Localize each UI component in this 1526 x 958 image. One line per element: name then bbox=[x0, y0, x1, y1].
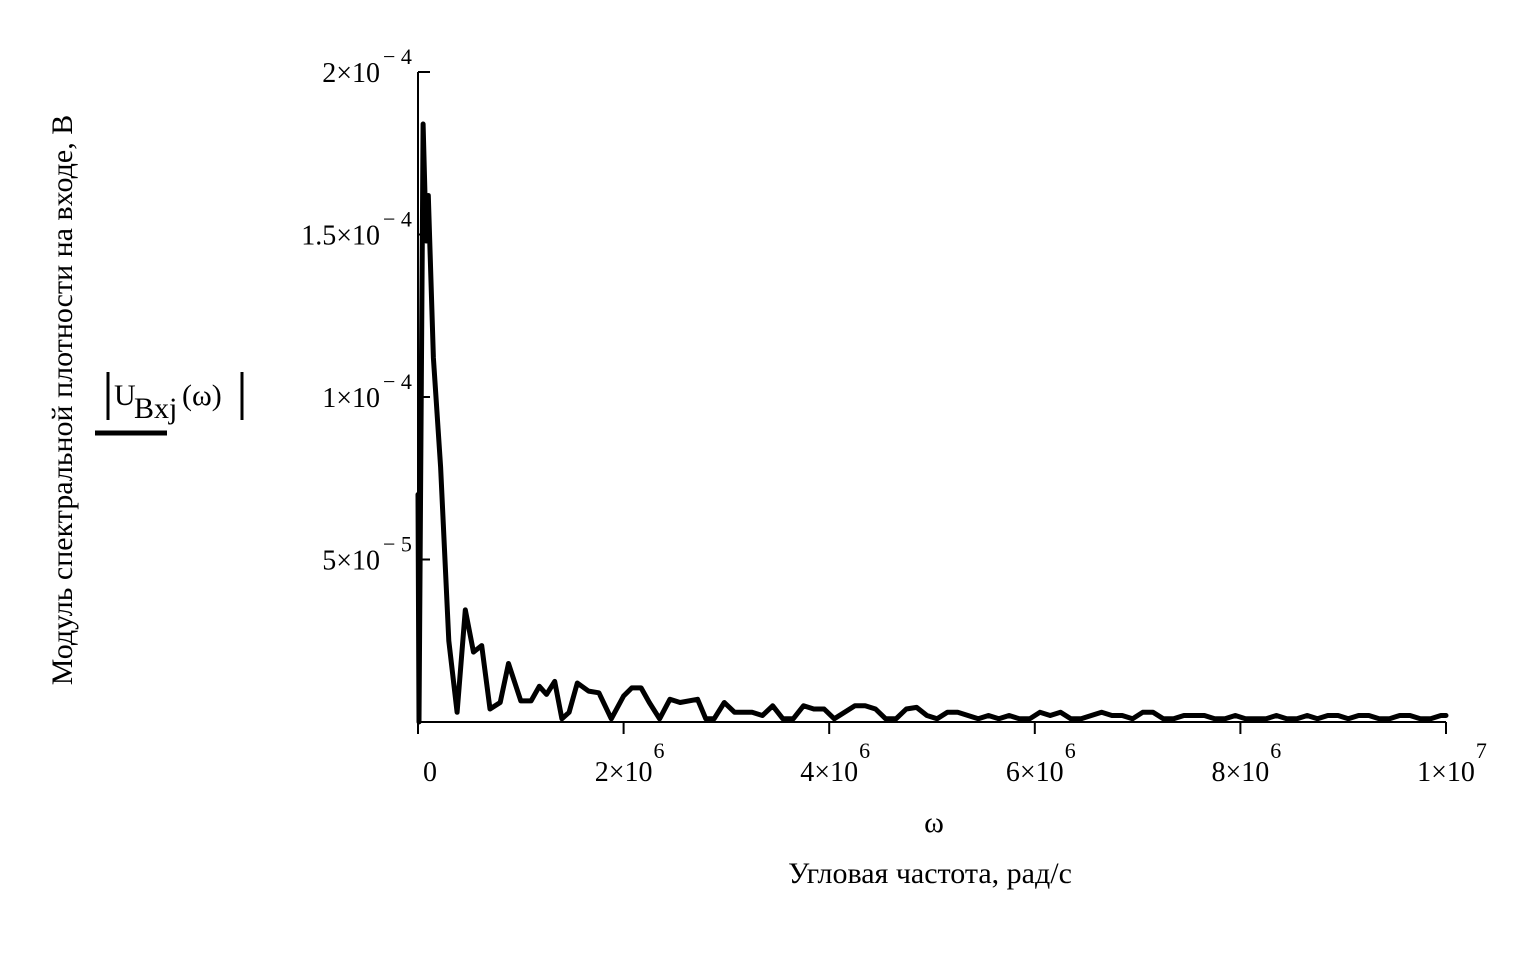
y-tick-label: 2×10 bbox=[322, 58, 380, 89]
x-tick-label: 2×10 bbox=[595, 757, 653, 788]
y-tick-exponent: − 4 bbox=[383, 369, 412, 394]
x-tick-exponent: 6 bbox=[1270, 738, 1281, 763]
x-axis-symbol: ω bbox=[924, 806, 944, 839]
expression-argument: (ω) bbox=[182, 379, 222, 412]
expression-base: U bbox=[114, 379, 136, 412]
x-tick-label: 1×10 bbox=[1417, 757, 1475, 788]
x-tick-label: 8×10 bbox=[1212, 757, 1270, 788]
y-tick-exponent: − 4 bbox=[383, 44, 412, 69]
x-tick-label: 0 bbox=[423, 757, 437, 788]
y-axis-expression: U Bxj (ω) bbox=[95, 372, 244, 436]
y-tick-label: 5×10 bbox=[322, 546, 380, 577]
y-tick-exponent: − 4 bbox=[383, 207, 412, 232]
y-tick-exponent: − 5 bbox=[383, 532, 412, 557]
x-tick-exponent: 7 bbox=[1476, 738, 1487, 763]
y-axis-ticks: 5×10− 51×10− 41.5×10− 42×10− 4 bbox=[301, 44, 430, 577]
x-tick-label: 4×10 bbox=[800, 757, 858, 788]
x-axis-label: Угловая частота, рад/с bbox=[788, 857, 1072, 890]
y-tick-label: 1.5×10 bbox=[301, 221, 380, 252]
x-tick-exponent: 6 bbox=[1065, 738, 1076, 763]
y-tick-label: 1×10 bbox=[322, 383, 380, 414]
x-tick-label: 6×10 bbox=[1006, 757, 1064, 788]
x-tick-exponent: 6 bbox=[859, 738, 870, 763]
expression-subscript: Bxj bbox=[134, 392, 177, 425]
y-axis-label: Модуль спектральной плотности на входе, … bbox=[46, 115, 79, 685]
series-line bbox=[415, 121, 1449, 725]
x-tick-exponent: 6 bbox=[653, 738, 664, 763]
axes bbox=[417, 72, 1446, 723]
